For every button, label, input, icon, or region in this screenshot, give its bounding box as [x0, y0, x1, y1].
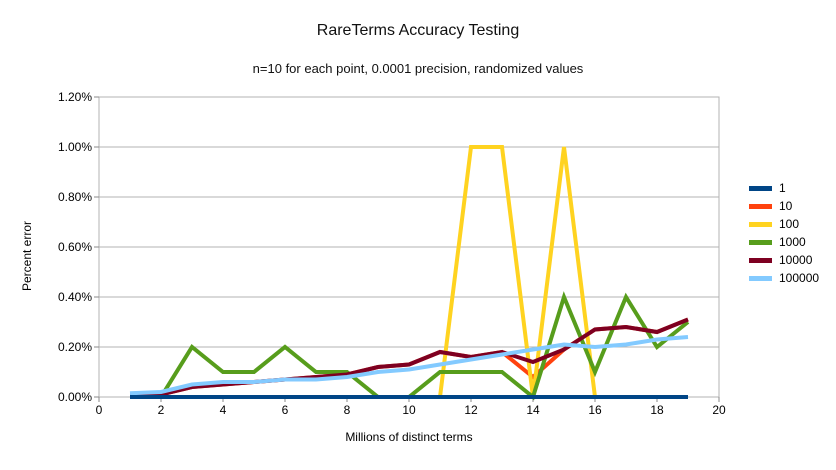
x-tick-label: 12 [464, 403, 478, 417]
y-tick-label: 1.20% [57, 90, 92, 104]
chart-title: RareTerms Accuracy Testing [316, 22, 520, 39]
series-line-100 [130, 145, 688, 399]
legend-item-1: 1 [749, 179, 819, 197]
x-tick-label: 8 [343, 403, 351, 417]
legend-label-100: 100 [779, 217, 800, 231]
legend-label-10000: 10000 [779, 253, 813, 267]
series-line-10000 [130, 317, 689, 397]
legend-item-1000: 1000 [749, 233, 819, 251]
x-tick-label: 16 [588, 403, 602, 417]
y-tick-label: 1.00% [57, 140, 92, 154]
y-tick-label: 0.20% [57, 340, 92, 354]
x-tick-label: 18 [650, 403, 664, 417]
legend-label-10: 10 [779, 199, 793, 213]
legend-item-100000: 100000 [749, 269, 819, 287]
legend-swatch-10000 [749, 257, 772, 263]
x-tick-label: 2 [157, 403, 165, 417]
x-tick-label: 6 [281, 403, 289, 417]
y-tick-label: 0.80% [57, 190, 92, 204]
legend-item-10000: 10000 [749, 251, 819, 269]
legend-swatch-1 [749, 185, 772, 191]
series-line-100000 [129, 335, 689, 396]
legend-swatch-10 [749, 203, 772, 209]
legend-swatch-1000 [749, 239, 772, 245]
legend-label-100000: 100000 [779, 271, 820, 285]
y-axis-title: Percent error [20, 220, 34, 292]
legend-swatch-100000 [749, 275, 772, 281]
legend-label-1000: 1000 [779, 235, 806, 249]
legend: 1 10 100 1000 10000 100000 [749, 179, 819, 287]
y-tick-label: 0.00% [57, 390, 92, 404]
legend-item-100: 100 [749, 215, 819, 233]
x-tick-label: 10 [402, 403, 416, 417]
x-axis-title: Millions of distinct terms [345, 430, 473, 444]
x-tick-label: 20 [712, 403, 726, 417]
x-tick-label: 14 [526, 403, 540, 417]
x-tick-label: 4 [219, 403, 227, 417]
y-tick-label: 0.60% [57, 240, 92, 254]
legend-label-1: 1 [779, 181, 786, 195]
y-tick-label: 0.40% [57, 290, 92, 304]
legend-swatch-100 [749, 221, 772, 227]
legend-item-10: 10 [749, 197, 819, 215]
x-tick-label: 0 [95, 403, 103, 417]
chart-subtitle: n=10 for each point, 0.0001 precision, r… [252, 61, 584, 76]
